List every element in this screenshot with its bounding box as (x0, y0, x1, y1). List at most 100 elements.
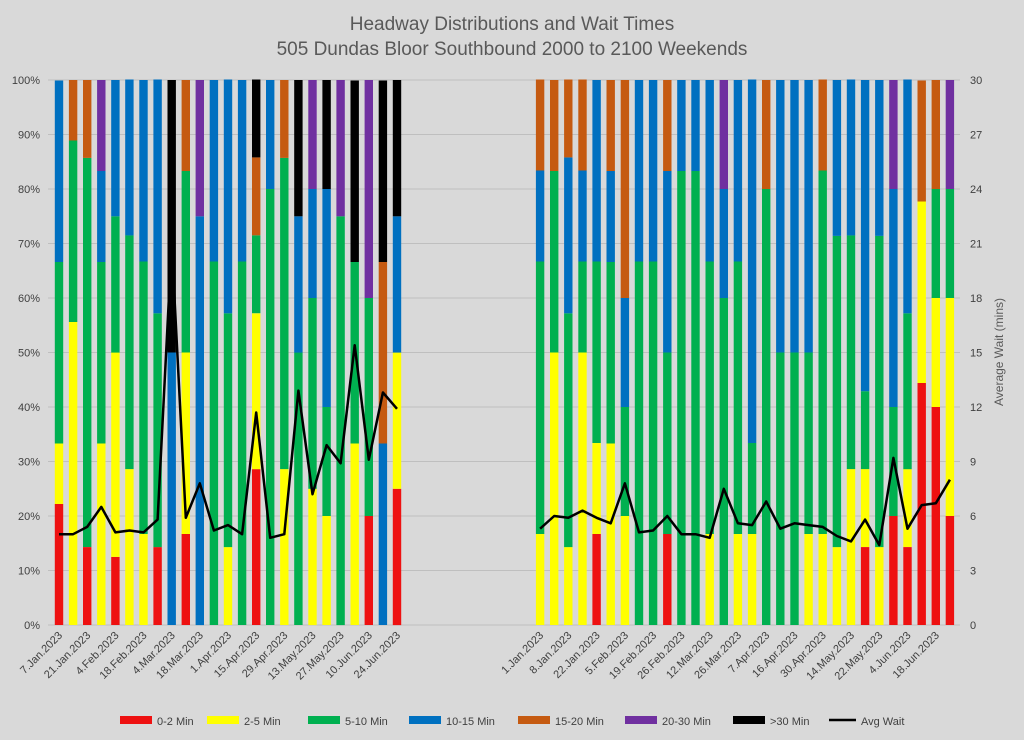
bar-segment (125, 79, 134, 236)
bar-segment (336, 216, 345, 626)
bar-segment (747, 534, 757, 625)
y-tick-left: 30% (18, 457, 40, 469)
bar-segment (903, 313, 912, 470)
bar-segment (97, 171, 106, 262)
bar-segment (578, 352, 587, 625)
bar-segment (832, 80, 842, 236)
y-tick-left: 10% (18, 566, 40, 578)
y-tick-right: 6 (970, 511, 976, 523)
bar-segment (776, 352, 785, 625)
bar-segment (705, 80, 714, 262)
bar-segment (252, 79, 261, 158)
bar-segment (181, 534, 190, 625)
y-tick-right: 3 (970, 566, 976, 578)
bar-segment (392, 488, 402, 626)
legend-swatch (120, 716, 152, 724)
bar-segment (606, 171, 615, 262)
bar-segment (294, 216, 303, 353)
y-tick-right: 0 (970, 620, 976, 632)
bar-segment (97, 262, 106, 444)
y-tick-right: 15 (970, 348, 982, 360)
y-tick-left: 100% (12, 75, 40, 87)
bar-segment (860, 391, 870, 470)
bar-segment (167, 80, 176, 353)
bar-segment (889, 80, 898, 189)
bar-segment (578, 261, 587, 353)
bar-segment (266, 80, 275, 189)
bar-segment (322, 516, 331, 625)
legend-label: 5-10 Min (345, 716, 388, 728)
bar-segment (578, 79, 587, 171)
bar-segment (350, 443, 359, 625)
bar-segment (592, 443, 601, 534)
bar-segment (223, 79, 233, 314)
bar-segment (804, 352, 813, 534)
bar-segment (535, 170, 545, 262)
bar-segment (663, 80, 672, 171)
bar-segment (832, 547, 842, 625)
bar-segment (392, 216, 402, 353)
bar-segment (648, 261, 658, 625)
bar-segment (917, 201, 926, 383)
bar-segment (378, 262, 388, 444)
bar-segment (308, 488, 317, 626)
bar-segment (733, 80, 743, 262)
bar-segment (364, 516, 373, 625)
bar-segment (860, 469, 870, 547)
bar-segment (875, 547, 884, 625)
legend-swatch (733, 716, 765, 724)
bar-segment (592, 261, 601, 443)
bar-segment (153, 313, 162, 548)
bar-segment (663, 171, 672, 353)
bar-segment (68, 80, 78, 141)
bar-segment (550, 171, 559, 353)
bar-segment (550, 80, 559, 171)
bar-segment (308, 298, 317, 489)
bar-segment (747, 443, 757, 534)
legend-label: Avg Wait (861, 716, 904, 728)
bar-segment (54, 504, 64, 625)
bar-segment (209, 80, 219, 262)
bar-segment (237, 80, 247, 262)
bar-segment (832, 235, 842, 548)
bar-segment (620, 407, 630, 516)
bar-segment (139, 261, 148, 534)
bar-segment (322, 80, 331, 189)
bar-segment (564, 313, 573, 548)
avg-wait-line (539, 456, 951, 547)
bar-segment (875, 235, 884, 548)
bar-segment (776, 80, 785, 353)
y-tick-left: 0% (24, 620, 40, 632)
bar-segment (252, 235, 261, 314)
bar-segment (111, 80, 120, 217)
avg-wait-lines (59, 242, 951, 547)
bar-segment (606, 443, 615, 625)
bar-segment (97, 443, 106, 625)
bar-segment (677, 171, 686, 625)
y-tick-left: 90% (18, 130, 40, 142)
bar-segment (903, 79, 912, 314)
bar-segment (97, 80, 106, 171)
bar-segment (846, 235, 856, 470)
bar-segment (691, 171, 700, 625)
bar-segment (83, 80, 92, 158)
right-axis-label: Average Wait (mins) (992, 298, 1006, 406)
bar-segment (223, 547, 233, 625)
bar-segment (790, 80, 799, 353)
legend-label: >30 Min (770, 716, 809, 728)
bar-segment (181, 80, 190, 171)
bar-segment (125, 235, 134, 470)
bar-segment (762, 80, 771, 189)
bar-segment (83, 547, 92, 625)
bar-segment (931, 407, 940, 625)
chart-title-line2: 505 Dundas Bloor Southbound 2000 to 2100… (277, 39, 748, 60)
bar-segment (294, 352, 303, 625)
bar-segment (237, 261, 247, 625)
bar-segment (322, 189, 331, 407)
legend-swatch (409, 716, 441, 724)
bar-segment (139, 80, 148, 262)
bar-segment (167, 352, 176, 625)
avg-wait-line (59, 242, 398, 540)
legend-label: 20-30 Min (662, 716, 711, 728)
y-tick-right: 27 (970, 130, 982, 142)
